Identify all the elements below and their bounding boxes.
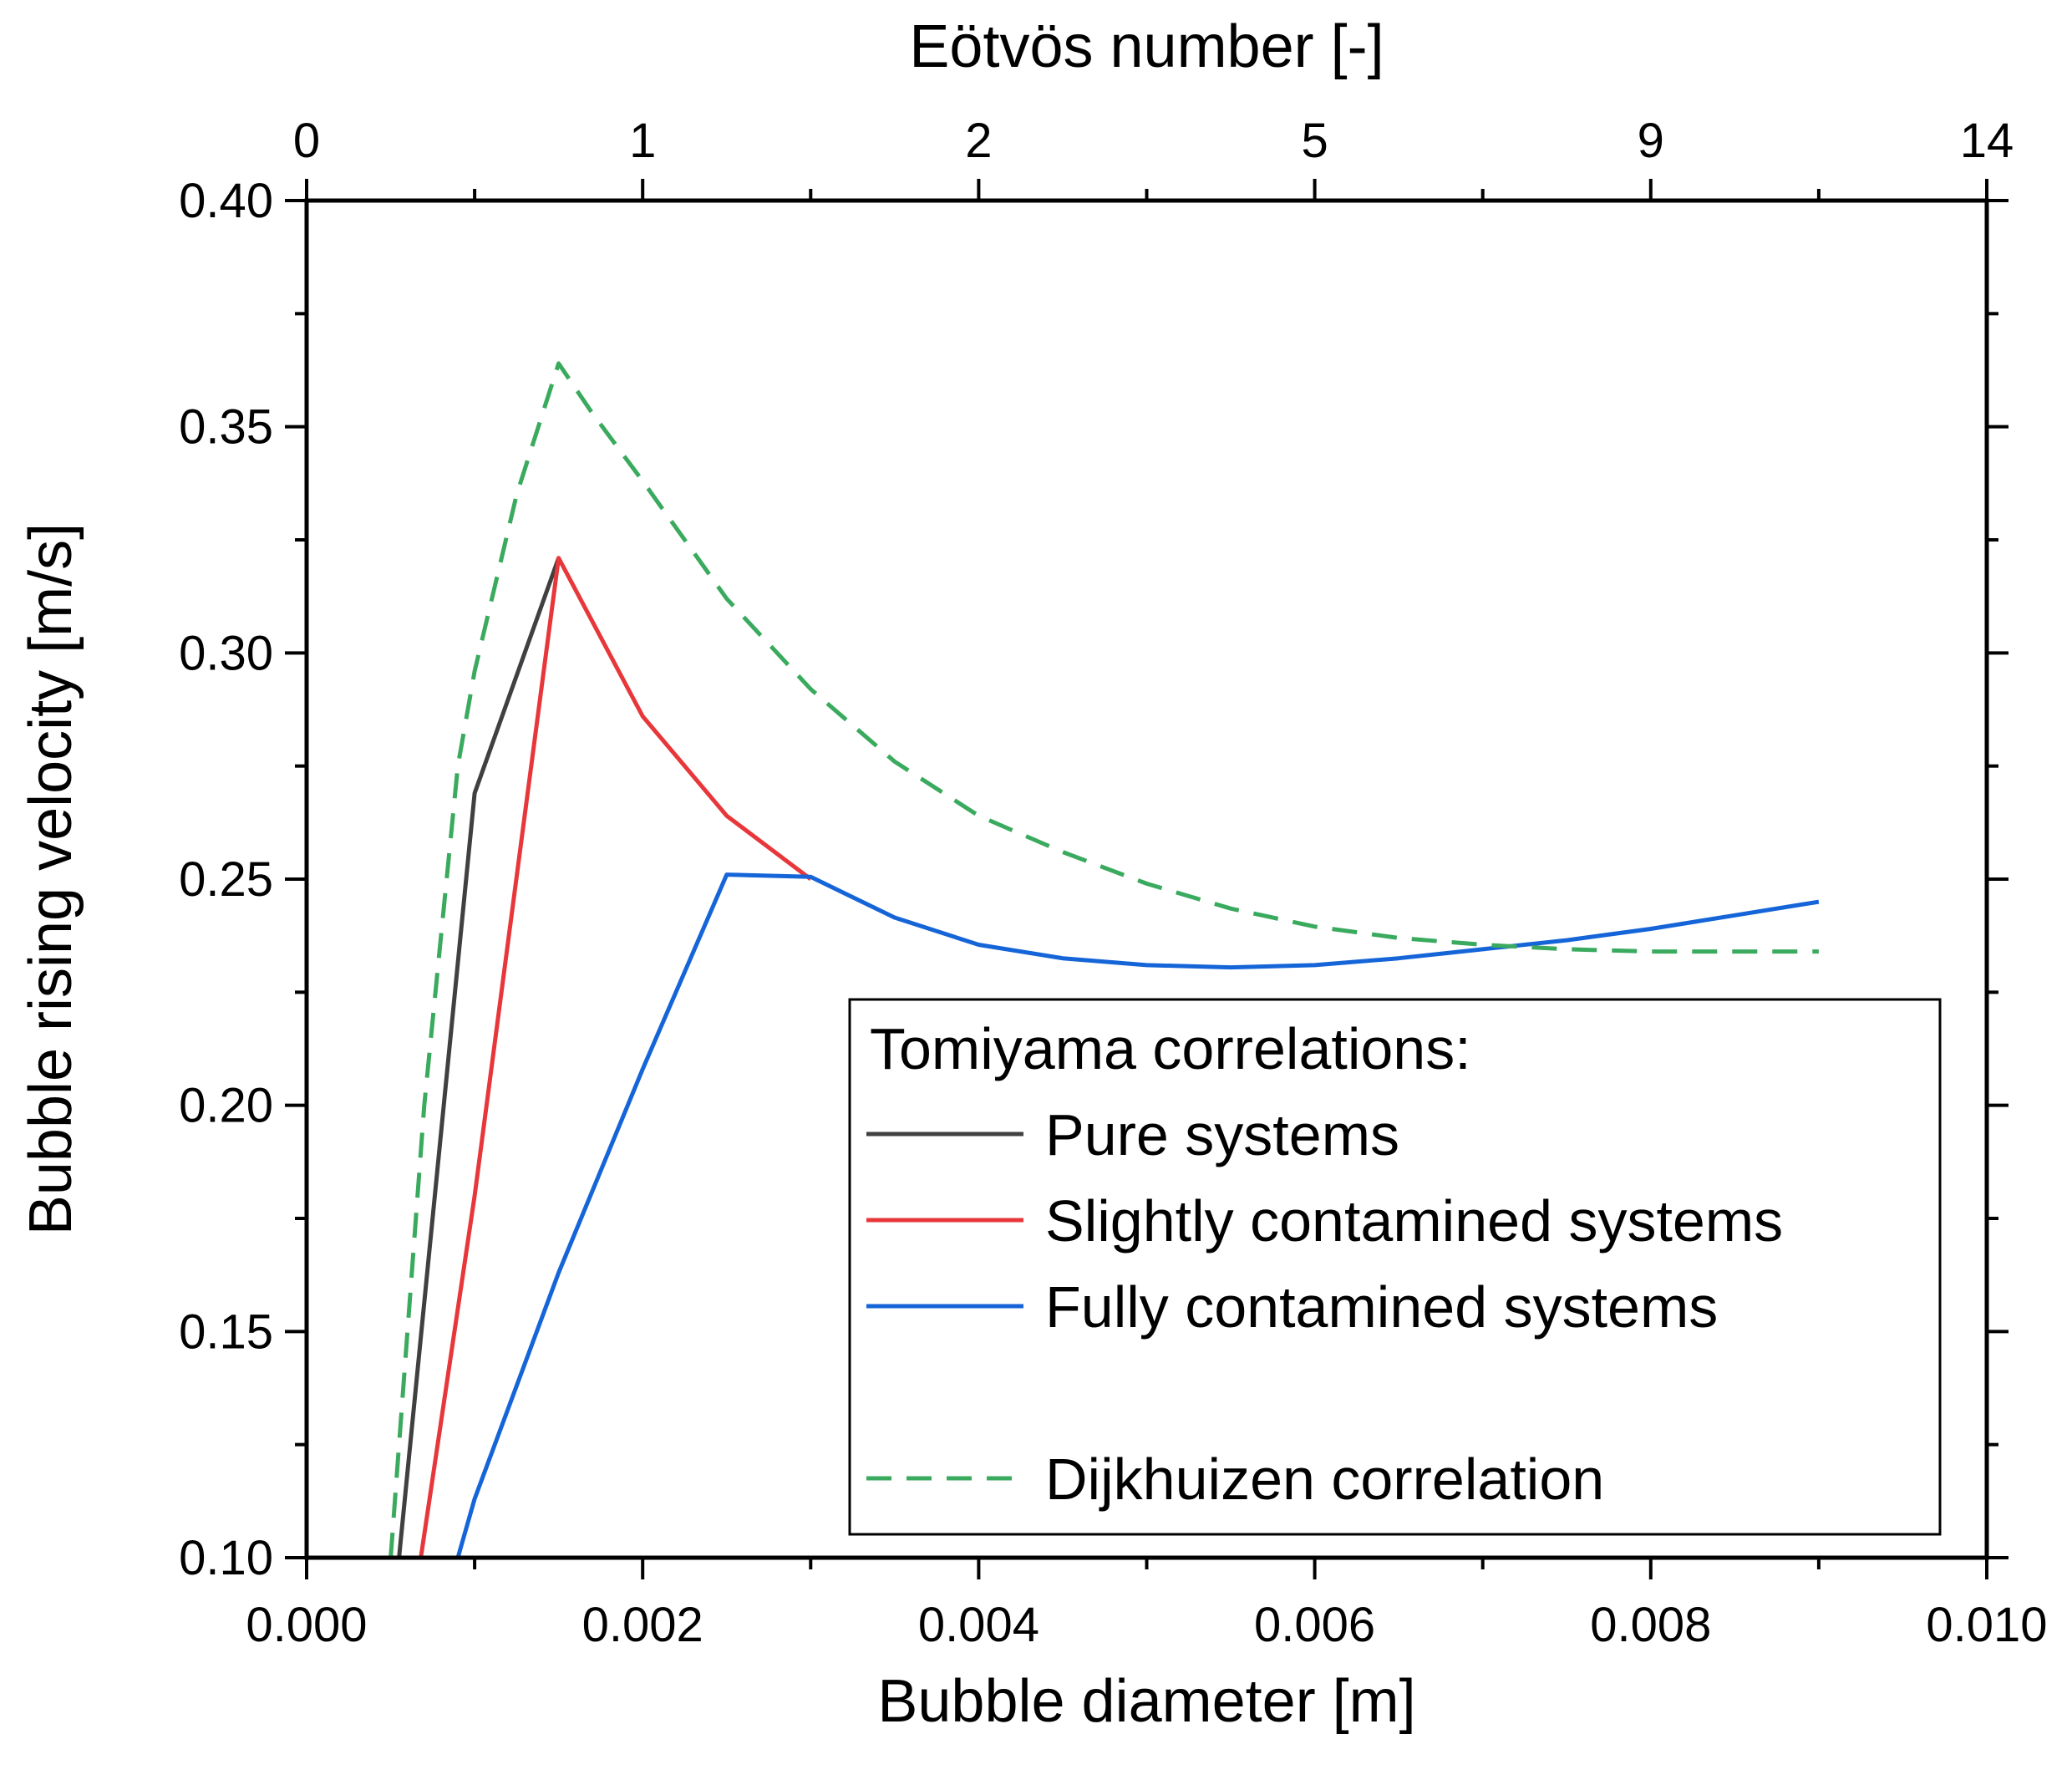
y-tick-label: 0.15 (179, 1304, 273, 1359)
x-tick-label: 0.000 (246, 1598, 367, 1652)
top-tick-label: 2 (965, 114, 992, 168)
y-tick-label: 0.25 (179, 852, 273, 907)
series-layer (388, 361, 1820, 1558)
series-line-1 (397, 557, 561, 1558)
series-line-4 (388, 361, 1819, 1558)
series-line-2 (419, 556, 812, 1558)
x-tick-label: 0.008 (1590, 1598, 1711, 1652)
y-tick-label: 0.40 (179, 174, 273, 228)
legend-entry-label: Slightly contamined systems (1045, 1188, 1783, 1254)
x-tick-label: 0.006 (1254, 1598, 1375, 1652)
legend: Tomiyama correlations: Pure systems Sligh… (848, 998, 1942, 1536)
legend-entry-label: Fully contamined systems (1045, 1274, 1718, 1340)
top-axis-title: Eötvös number [-] (909, 13, 1384, 80)
legend-entry-label: Pure systems (1045, 1102, 1399, 1167)
x-tick-label: 0.010 (1926, 1598, 2047, 1652)
y-axis-title: Bubble rising velocity [m/s] (18, 523, 84, 1235)
top-tick-label: 1 (629, 114, 656, 168)
top-tick-label: 14 (1960, 114, 2014, 168)
top-tick-label: 0 (293, 114, 320, 168)
y-tick-label: 0.35 (179, 400, 273, 455)
legend-box (848, 998, 1942, 1536)
top-tick-label: 9 (1638, 114, 1664, 168)
top-tick-label: 5 (1301, 114, 1328, 168)
y-tick-label: 0.20 (179, 1079, 273, 1133)
y-tick-label: 0.10 (179, 1531, 273, 1585)
legend-entry-label: Dijkhuizen correlation (1045, 1447, 1604, 1512)
legend-title: Tomiyama correlations: (870, 1016, 1471, 1081)
x-axis-title: Bubble diameter [m] (877, 1668, 1415, 1735)
y-tick-label: 0.30 (179, 626, 273, 680)
x-tick-label: 0.002 (582, 1598, 703, 1652)
x-tick-label: 0.004 (918, 1598, 1039, 1652)
series-line-3 (455, 872, 1820, 1558)
ticks-layer: 0.000 0.002 0.004 0.006 0.008 0.010 0 1 2 5 9 14 0.1… (179, 114, 2047, 1652)
